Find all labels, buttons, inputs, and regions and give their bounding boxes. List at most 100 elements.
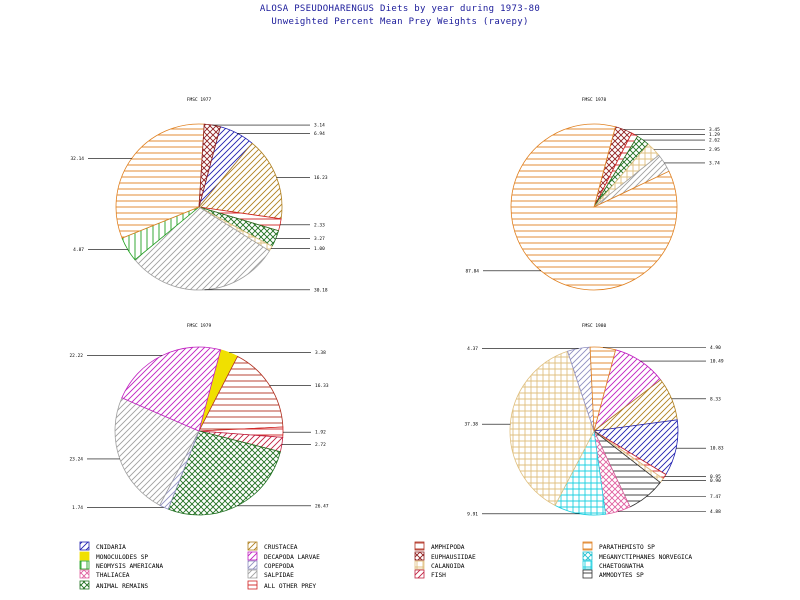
slice-label: 16.33	[315, 383, 329, 389]
slice-label: 10.83	[710, 446, 724, 452]
slice-label: 26.47	[315, 503, 329, 509]
slice-label: 3.74	[709, 160, 720, 166]
slice-label: 4.37	[467, 346, 478, 352]
legend-swatch	[79, 580, 90, 590]
legend-label: DECAPODA LARVAE	[264, 554, 320, 561]
legend-item-all_other: ALL OTHER PREY	[247, 580, 316, 590]
slice-label: 1.00	[314, 246, 325, 252]
legend-label: ANIMAL REMAINS	[96, 583, 148, 590]
slice-label: 9.91	[467, 511, 478, 517]
slice-label: 1.74	[72, 505, 83, 511]
slice-label: 3.14	[314, 123, 325, 129]
legend-swatch	[582, 551, 593, 561]
legend-swatch	[414, 551, 425, 561]
legend-item-crustacea: CRUSTACEA	[247, 541, 298, 551]
legend-label: ALL OTHER PREY	[264, 583, 316, 590]
legend-swatch	[414, 541, 425, 551]
pie-slice-parathemisto	[115, 123, 205, 239]
slice-label: 32.14	[70, 156, 84, 162]
legend-swatch	[247, 580, 258, 590]
slice-label: 2.95	[709, 147, 720, 153]
slice-label: 4.87	[73, 247, 84, 253]
pie-chart-2: FMSC 1978 3.451.292.62 2.95 3.74 87.84	[465, 97, 720, 291]
legend-label: PARATHEMISTO SP	[599, 544, 655, 551]
legend-swatch	[414, 569, 425, 579]
legend-item-amphipoda: AMPHIPODA	[414, 541, 465, 551]
slice-label: 10.49	[710, 359, 724, 365]
slice-label: 0.95	[710, 474, 721, 480]
slice-label: 30.18	[314, 287, 328, 293]
slice-label: 4.90	[710, 345, 721, 351]
legend-swatch	[247, 551, 258, 561]
legend-item-calanoida: CALANOIDA	[414, 560, 465, 570]
legend-label: CNIDARIA	[96, 544, 126, 551]
legend-item-animal_remains: ANIMAL REMAINS	[79, 580, 148, 590]
legend-item-thaliacea: THALIACEA	[79, 569, 130, 579]
slice-label: 0.90	[710, 478, 721, 484]
pie-chart-4: FMSC 1980 10.49 8.33 10.83 0.950.90 7.47 4.88 9…	[464, 323, 723, 517]
legend-item-decapoda: DECAPODA LARVAE	[247, 551, 320, 561]
slice-label: 6.94	[314, 131, 325, 137]
legend-label: CHAETOGNATHA	[599, 563, 644, 570]
legend-swatch	[582, 541, 593, 551]
legend-label: EUPHAUSIIDAE	[431, 554, 476, 561]
pie-slice-salpidae	[114, 397, 200, 506]
slice-label: 3.45	[709, 127, 720, 133]
slice-label: 1.29	[709, 132, 720, 138]
legend-label: MEGANYCTIPHANES NORVEGICA	[599, 554, 692, 561]
legend-swatch	[79, 569, 90, 579]
slice-label: 2.62	[709, 138, 720, 144]
chart-subtitle: Unweighted Percent Mean Prey Weights (ra…	[271, 17, 529, 27]
legend-swatch	[414, 560, 425, 570]
legend-label: CRUSTACEA	[264, 544, 298, 551]
legend-label: CALANOIDA	[431, 563, 465, 570]
legend-swatch	[79, 560, 90, 570]
legend-label: MONOCULODES SP	[96, 554, 148, 561]
legend-item-copepoda: COPEPODA	[247, 560, 294, 570]
slice-label: 3.27	[314, 236, 325, 242]
legend-label: THALIACEA	[96, 572, 130, 579]
pie-title: FMSC 1977	[187, 97, 212, 103]
legend-label: SALPIDAE	[264, 572, 294, 579]
pie-slice-amphipoda	[198, 355, 284, 432]
slice-label: 16.23	[314, 175, 328, 181]
legend-label: FISH	[431, 572, 446, 579]
legend-swatch	[247, 541, 258, 551]
legend-item-neomysis: NEOMYSIS AMERICANA	[79, 560, 163, 570]
legend-item-salpidae: SALPIDAE	[247, 569, 294, 579]
legend-item-monoculodes: MONOCULODES SP	[79, 551, 148, 561]
legend-swatch	[582, 560, 593, 570]
legend-swatch	[79, 551, 90, 561]
slice-label: 1.92	[315, 430, 326, 436]
legend-label: NEOMYSIS AMERICANA	[96, 563, 163, 570]
chart-title: ALOSA PSEUDOHARENGUS Diets by year durin…	[259, 4, 541, 14]
legend-item-fish: FISH	[414, 569, 446, 579]
slice-label: 3.38	[315, 350, 326, 356]
pie-title: FMSC 1978	[582, 97, 607, 103]
slice-label: 2.33	[314, 222, 325, 228]
legend-label: AMMODYTES SP	[599, 572, 644, 579]
legend-item-parathemisto: PARATHEMISTO SP	[582, 541, 655, 551]
slice-label: 7.47	[710, 494, 721, 500]
legend-item-ammodytes: AMMODYTES SP	[582, 569, 644, 579]
legend-item-meganyctiphanes: MEGANYCTIPHANES NORVEGICA	[582, 551, 692, 561]
pie-slice-animal_remains	[167, 430, 281, 516]
slice-label: 87.84	[465, 268, 479, 274]
legend-swatch	[247, 560, 258, 570]
slice-label: 37.38	[464, 422, 478, 428]
legend-swatch	[79, 541, 90, 551]
legend-swatch	[582, 569, 593, 579]
legend-label: AMPHIPODA	[431, 544, 465, 551]
pie-chart-3: FMSC 1979 3.38 16.33 1.92 2.72 26.47 1.74 23.24…	[69, 323, 329, 516]
pie-chart-1: FMSC 1977 6.94 16.23 2.33 3.27 1.00 30.18 4.87 3…	[70, 97, 327, 293]
legend-label: COPEPODA	[264, 563, 294, 570]
slice-label: 23.24	[69, 456, 83, 462]
pie-slice-salpidae	[134, 206, 270, 291]
legend-item-cnidaria: CNIDARIA	[79, 541, 126, 551]
legend-item-chaetognatha: CHAETOGNATHA	[582, 560, 644, 570]
pie-title: FMSC 1979	[187, 323, 212, 329]
slice-label: 2.72	[315, 442, 326, 448]
legend-swatch	[247, 569, 258, 579]
pie-title: FMSC 1980	[582, 323, 607, 329]
